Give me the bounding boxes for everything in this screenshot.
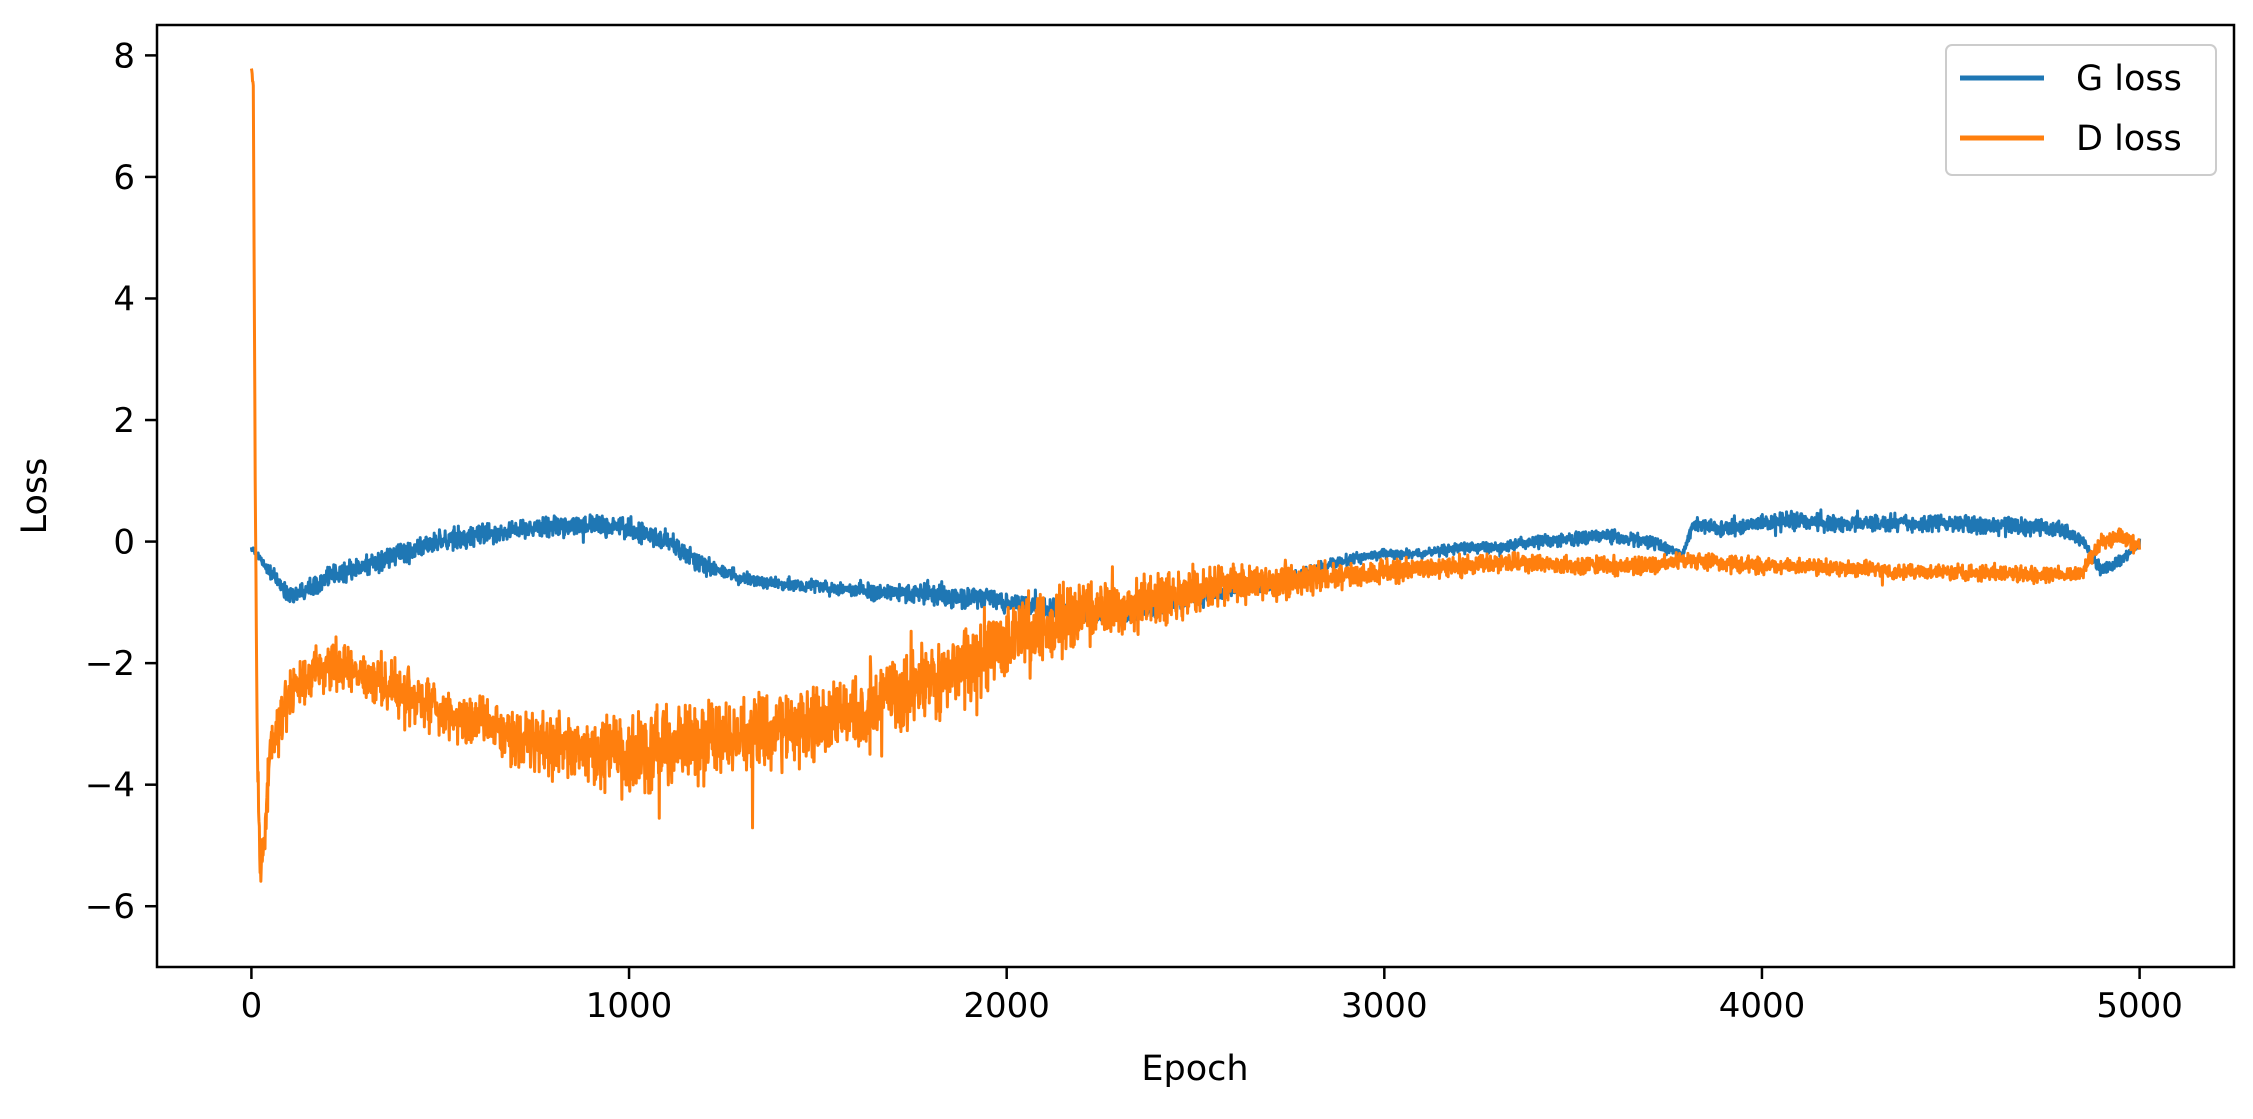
y-tick-label: 6 xyxy=(113,158,135,198)
x-tick-label: 0 xyxy=(241,986,263,1026)
x-tick-label: 5000 xyxy=(2096,986,2183,1026)
legend: G loss D loss xyxy=(1945,44,2217,176)
y-axis: −6 −4 −2 0 2 4 6 8 xyxy=(85,36,157,927)
y-tick-label: 4 xyxy=(113,279,135,319)
x-tick-label: 3000 xyxy=(1341,986,1428,1026)
legend-label-g-loss: G loss xyxy=(2076,59,2182,99)
y-tick-label: 8 xyxy=(113,36,135,76)
y-tick-label: 2 xyxy=(113,401,135,441)
x-tick-label: 4000 xyxy=(1719,986,1806,1026)
x-tick-label: 2000 xyxy=(963,986,1050,1026)
x-axis-title: Epoch xyxy=(1141,1049,1248,1089)
y-tick-label: −2 xyxy=(85,644,135,684)
y-tick-label: −6 xyxy=(85,887,135,927)
x-tick-label: 1000 xyxy=(586,986,673,1026)
series-layer xyxy=(249,68,2142,883)
legend-label-d-loss: D loss xyxy=(2076,119,2182,159)
plot-frame xyxy=(155,23,2236,969)
series-line-d-loss xyxy=(249,68,2142,883)
x-axis: 0 1000 2000 3000 4000 5000 xyxy=(241,967,2183,1026)
y-axis-title: Loss xyxy=(15,458,55,535)
y-tick-label: 0 xyxy=(113,523,135,563)
y-tick-label: −4 xyxy=(85,766,135,806)
